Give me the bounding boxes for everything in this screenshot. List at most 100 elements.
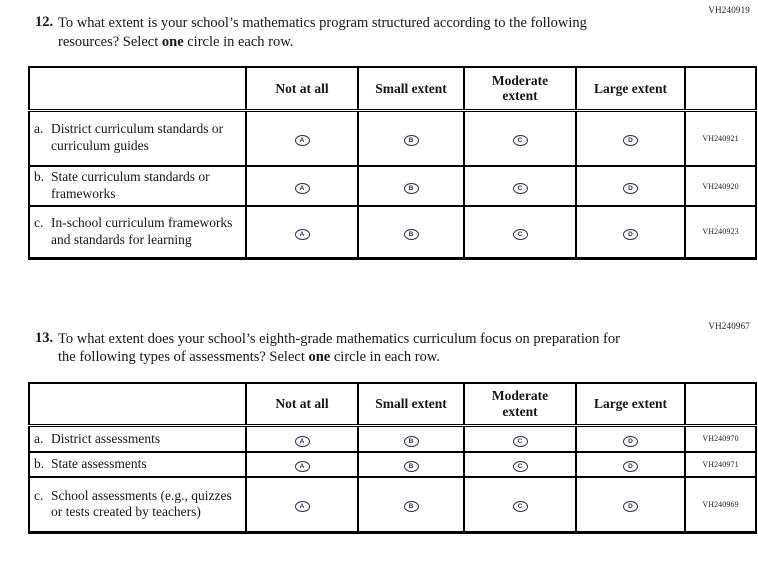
option-cell-not-at-all[interactable]: A (245, 424, 359, 453)
answer-bubble-d[interactable]: D (623, 461, 638, 473)
option-cell-not-at-all[interactable]: A (245, 205, 359, 260)
row-code: VH240920 (684, 165, 757, 208)
row-code: VH240969 (684, 475, 757, 534)
question-13: VH240967 13. To what extent does your sc… (35, 321, 750, 367)
row-code: VH240971 (684, 450, 757, 478)
table-row-c: c. School assessments (e.g., quizzes or t… (28, 475, 757, 534)
question-12-text: To what extent is your school’s mathemat… (58, 14, 633, 51)
row-label-cell: a. District curriculum standards or curri… (28, 109, 247, 168)
option-cell-small-extent[interactable]: B (357, 165, 465, 208)
row-label-cell: c. In-school curriculum frameworks and st… (28, 205, 247, 260)
option-cell-large-extent[interactable]: D (575, 424, 686, 453)
option-cell-large-extent[interactable]: D (575, 450, 686, 478)
option-cell-small-extent[interactable]: B (357, 450, 465, 478)
answer-bubble-c[interactable]: C (512, 461, 528, 473)
question-13-response-table: Not at all Small extent Moderate extent … (28, 381, 757, 535)
empty-header-cell (28, 381, 247, 428)
option-cell-not-at-all[interactable]: A (245, 109, 359, 168)
prompt-before: To what extent is your school’s mathemat… (58, 15, 587, 50)
answer-bubble-d[interactable]: D (623, 501, 638, 513)
answer-bubble-a[interactable]: A (294, 501, 310, 513)
col-header-moderate-extent: Moderate extent (463, 381, 577, 428)
col-header-large-extent: Large extent (575, 381, 686, 428)
row-label: School assessments (e.g., quizzes or tes… (51, 487, 232, 520)
col-header-not-at-all: Not at all (245, 381, 359, 428)
row-label-cell: b. State assessments (28, 450, 247, 478)
option-cell-not-at-all[interactable]: A (245, 450, 359, 478)
row-label: District curriculum standards or curricu… (51, 121, 224, 154)
col-header-small-extent: Small extent (357, 66, 465, 112)
option-cell-moderate-extent[interactable]: C (463, 450, 577, 478)
answer-bubble-c[interactable]: C (512, 135, 528, 147)
answer-bubble-b[interactable]: B (403, 461, 419, 473)
col-header-small-extent: Small extent (357, 381, 465, 428)
questionnaire-page: { "questions": [ { "number": "12.", "cod… (0, 5, 758, 578)
row-label: State curriculum standards or frameworks (51, 169, 210, 202)
answer-bubble-d[interactable]: D (623, 183, 638, 195)
col-header-label: Small extent (375, 80, 447, 96)
question-13-code: VH240967 (708, 320, 750, 331)
col-header-not-at-all: Not at all (245, 66, 359, 112)
answer-bubble-b[interactable]: B (403, 135, 419, 147)
question-13-text: To what extent does your school’s eighth… (58, 330, 633, 367)
answer-bubble-c[interactable]: C (512, 501, 528, 513)
col-header-large-extent: Large extent (575, 66, 686, 112)
option-cell-moderate-extent[interactable]: C (463, 475, 577, 534)
answer-bubble-a[interactable]: A (294, 183, 310, 195)
col-header-label: Large extent (593, 396, 668, 412)
row-code: VH240921 (684, 109, 757, 168)
col-header-label: Not at all (275, 80, 329, 96)
answer-bubble-c[interactable]: C (512, 183, 528, 195)
col-header-moderate-extent: Moderate extent (463, 66, 577, 112)
option-cell-moderate-extent[interactable]: C (463, 165, 577, 208)
answer-bubble-b[interactable]: B (403, 228, 419, 240)
prompt-bold-word: one (161, 33, 184, 50)
option-cell-small-extent[interactable]: B (357, 424, 465, 453)
answer-bubble-a[interactable]: A (294, 461, 310, 473)
option-cell-large-extent[interactable]: D (575, 165, 686, 208)
answer-bubble-b[interactable]: B (403, 501, 419, 513)
option-cell-small-extent[interactable]: B (357, 205, 465, 260)
col-header-label: Not at all (275, 396, 329, 412)
row-letter: b. (34, 169, 45, 185)
question-13-number: 13. (35, 329, 54, 346)
prompt-after: circle in each row. (330, 349, 440, 366)
answer-bubble-c[interactable]: C (512, 435, 528, 447)
option-cell-small-extent[interactable]: B (357, 109, 465, 168)
option-cell-moderate-extent[interactable]: C (463, 109, 577, 168)
answer-bubble-c[interactable]: C (512, 228, 528, 240)
answer-bubble-d[interactable]: D (623, 435, 638, 447)
table-row-a: a. District curriculum standards or curri… (28, 109, 757, 168)
row-label: District assessments (51, 430, 161, 446)
row-label: In-school curriculum frameworks and stan… (51, 214, 233, 247)
answer-bubble-a[interactable]: A (294, 228, 310, 240)
answer-bubble-a[interactable]: A (294, 435, 310, 447)
row-label-cell: c. School assessments (e.g., quizzes or t… (28, 475, 247, 534)
option-cell-moderate-extent[interactable]: C (463, 205, 577, 260)
option-cell-not-at-all[interactable]: A (245, 165, 359, 208)
option-cell-large-extent[interactable]: D (575, 475, 686, 534)
option-cell-small-extent[interactable]: B (357, 475, 465, 534)
question-13-prompt: 13. To what extent does your school’s ei… (35, 330, 750, 367)
col-header-label: Moderate extent (491, 72, 549, 104)
option-cell-not-at-all[interactable]: A (245, 475, 359, 534)
header-row: Not at all Small extent Moderate extent … (28, 66, 757, 112)
code-column-header (684, 66, 757, 112)
row-letter: a. (34, 121, 44, 137)
answer-bubble-b[interactable]: B (403, 183, 419, 195)
row-code: VH240923 (684, 205, 757, 260)
answer-bubble-b[interactable]: B (403, 435, 419, 447)
row-letter: b. (34, 455, 45, 471)
row-label-cell: b. State curriculum standards or framewor… (28, 165, 247, 208)
option-cell-large-extent[interactable]: D (575, 109, 686, 168)
answer-bubble-a[interactable]: A (294, 135, 310, 147)
option-cell-large-extent[interactable]: D (575, 205, 686, 260)
table-row-b: b. State curriculum standards or framewor… (28, 165, 757, 208)
prompt-before: To what extent does your school’s eighth… (58, 330, 620, 366)
option-cell-moderate-extent[interactable]: C (463, 424, 577, 453)
answer-bubble-d[interactable]: D (623, 228, 638, 240)
question-12-code: VH240919 (708, 5, 750, 15)
col-header-label: Large extent (593, 80, 668, 96)
answer-bubble-d[interactable]: D (623, 135, 638, 147)
question-12-prompt: 12. To what extent is your school’s math… (35, 14, 750, 51)
